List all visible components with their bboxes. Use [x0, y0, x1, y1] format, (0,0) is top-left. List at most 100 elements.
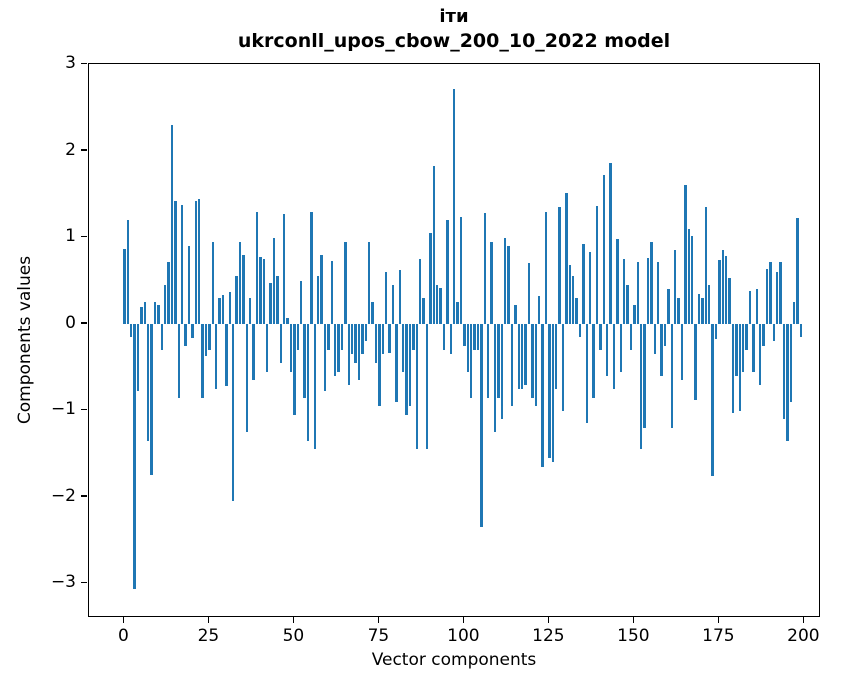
chart-title: іти ukrconll_upos_cbow_200_10_2022 model	[88, 4, 820, 53]
bar	[371, 302, 374, 324]
y-tick-label: −3	[50, 572, 76, 592]
bar	[466, 324, 470, 372]
bar	[469, 324, 473, 398]
bar	[347, 324, 351, 385]
bar	[235, 276, 238, 324]
bar	[493, 324, 497, 433]
bar	[299, 280, 303, 324]
bar	[514, 304, 517, 324]
y-tick-mark	[81, 322, 87, 324]
bar	[442, 324, 446, 350]
bar	[242, 254, 245, 324]
bar	[537, 296, 541, 324]
y-tick-mark	[81, 408, 87, 411]
chart-title-word: іти	[439, 6, 469, 27]
bar	[177, 324, 181, 398]
bar	[136, 324, 140, 392]
bar	[741, 324, 745, 372]
bar	[786, 324, 789, 441]
bar	[306, 324, 310, 441]
bar	[439, 287, 442, 324]
bar	[544, 212, 548, 324]
bar	[548, 324, 551, 459]
bar	[796, 218, 799, 324]
bar	[150, 324, 153, 476]
bar	[680, 324, 684, 381]
bar	[446, 220, 449, 324]
y-tick-label: 2	[65, 139, 76, 160]
bar	[571, 276, 575, 324]
bar	[653, 324, 657, 355]
bar	[735, 324, 738, 376]
bar	[592, 324, 595, 398]
bar	[626, 285, 629, 324]
bar	[337, 324, 340, 372]
x-tick-label: 50	[282, 626, 305, 646]
bar	[636, 261, 640, 324]
bar	[578, 324, 582, 337]
bar	[605, 324, 609, 376]
bar	[153, 302, 157, 324]
bar	[595, 206, 599, 324]
bar	[398, 270, 402, 324]
bar	[214, 324, 218, 389]
bar	[473, 324, 476, 350]
bar	[765, 268, 769, 324]
x-tick-label: 0	[117, 626, 129, 646]
bar	[238, 241, 242, 324]
bar	[405, 324, 408, 415]
bar	[456, 302, 459, 324]
bar	[163, 285, 167, 324]
bar	[248, 298, 252, 324]
bar	[201, 324, 204, 398]
x-axis-label: Vector components	[371, 650, 537, 670]
bar	[174, 201, 177, 324]
bar	[782, 324, 786, 420]
bar	[364, 324, 368, 342]
bar	[517, 324, 521, 389]
bar	[769, 261, 772, 324]
bar	[561, 324, 565, 411]
bar	[663, 324, 667, 346]
bar	[792, 302, 796, 324]
bar	[633, 304, 636, 324]
bar	[303, 324, 306, 398]
bar	[259, 256, 262, 324]
bar	[551, 324, 555, 463]
y-tick-label: −1	[50, 399, 76, 419]
bar	[599, 324, 602, 350]
x-tick-mark	[547, 617, 550, 623]
bar	[279, 324, 283, 363]
y-tick-label: −2	[50, 485, 76, 506]
bar	[262, 259, 266, 324]
bar	[622, 259, 626, 324]
bar	[354, 324, 357, 363]
x-tick-label: 100	[447, 626, 480, 646]
bar	[524, 324, 527, 385]
bar	[660, 324, 663, 376]
bar	[745, 324, 748, 350]
bar	[507, 246, 510, 324]
bar	[497, 324, 500, 398]
bar	[180, 204, 184, 324]
x-tick-mark	[377, 617, 380, 623]
bar	[585, 324, 589, 424]
bar	[422, 298, 425, 324]
bar	[476, 324, 480, 350]
bar	[582, 243, 585, 324]
bar	[789, 324, 793, 402]
bar	[350, 324, 354, 355]
bar	[629, 324, 633, 350]
y-tick-mark	[81, 62, 87, 65]
bar	[289, 324, 293, 372]
bar	[534, 324, 538, 407]
x-tick-mark	[462, 617, 465, 623]
bar	[707, 285, 711, 324]
bar	[286, 317, 289, 324]
bar	[687, 228, 691, 324]
bar	[320, 254, 323, 324]
bar	[191, 324, 194, 338]
bar	[184, 324, 187, 346]
bar	[704, 207, 708, 324]
